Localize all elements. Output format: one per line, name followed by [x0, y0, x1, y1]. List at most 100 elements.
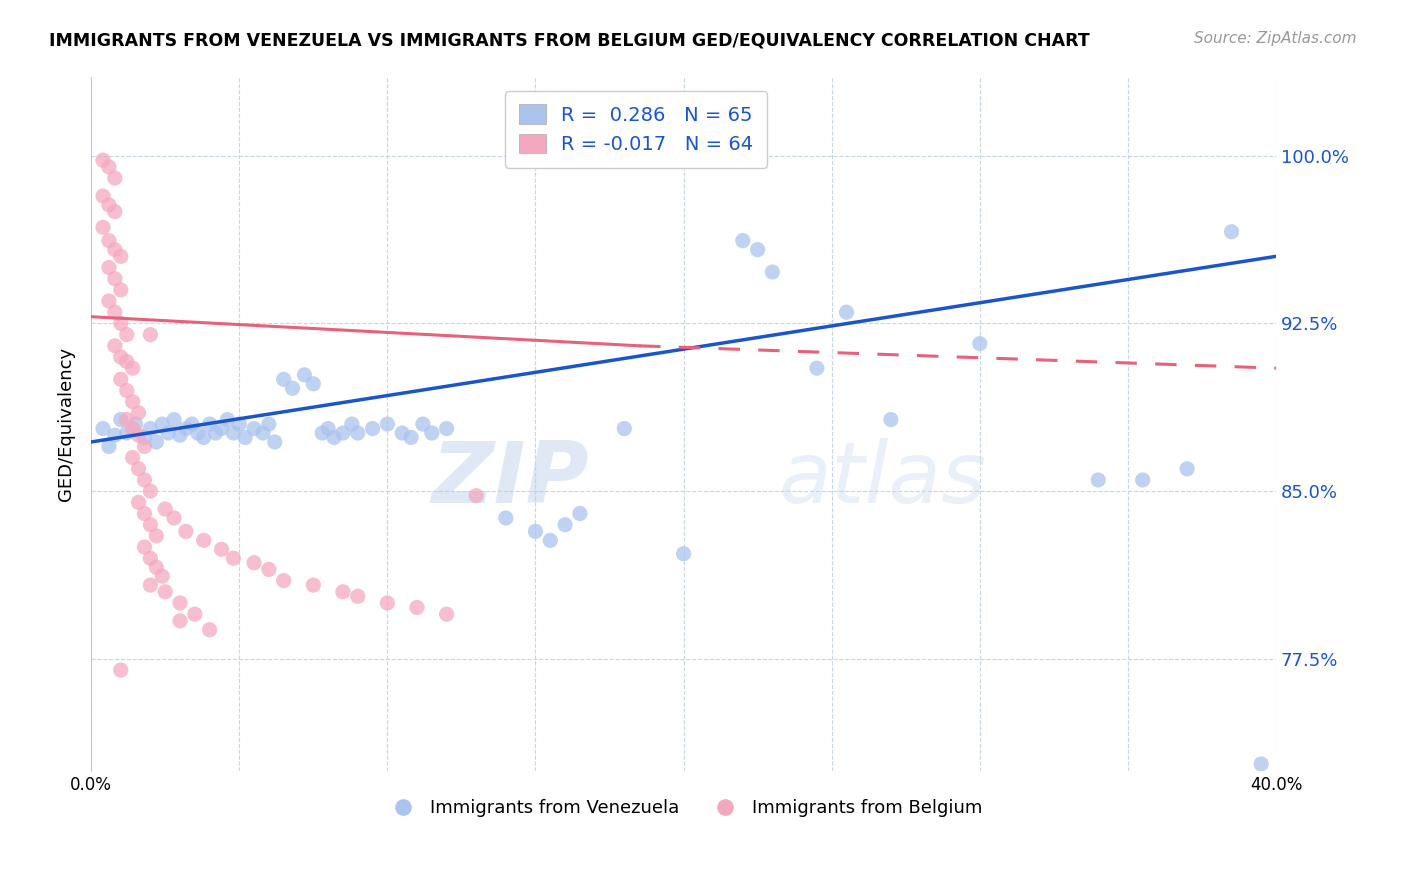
Point [302, 578, 325, 592]
Point [346, 589, 368, 603]
Point [311, 425, 333, 440]
Point [91, 189, 114, 203]
Point [835, 305, 858, 319]
Point [180, 417, 202, 431]
Point [115, 412, 138, 426]
Legend: Immigrants from Venezuela, Immigrants from Belgium: Immigrants from Venezuela, Immigrants fr… [378, 791, 990, 824]
Point [115, 354, 138, 368]
Point [323, 430, 346, 444]
Point [153, 502, 176, 516]
Point [281, 381, 304, 395]
Point [134, 507, 156, 521]
Point [302, 376, 325, 391]
Point [97, 160, 120, 174]
Point [169, 596, 191, 610]
Point [217, 412, 239, 426]
Point [110, 412, 132, 426]
Point [139, 484, 162, 499]
Text: IMMIGRANTS FROM VENEZUELA VS IMMIGRANTS FROM BELGIUM GED/EQUIVALENCY CORRELATION: IMMIGRANTS FROM VENEZUELA VS IMMIGRANTS … [49, 31, 1090, 49]
Point [115, 327, 138, 342]
Point [273, 372, 295, 386]
Point [184, 607, 207, 622]
Point [198, 623, 221, 637]
Point [139, 578, 162, 592]
Point [110, 317, 132, 331]
Point [145, 560, 167, 574]
Point [420, 425, 443, 440]
Point [538, 533, 561, 548]
Point [257, 562, 280, 576]
Point [163, 412, 186, 426]
Point [1175, 462, 1198, 476]
Point [233, 430, 256, 444]
Point [134, 430, 156, 444]
Point [672, 547, 695, 561]
Point [134, 439, 156, 453]
Point [332, 425, 354, 440]
Text: atlas: atlas [779, 438, 987, 521]
Point [198, 417, 221, 431]
Point [115, 425, 138, 440]
Point [554, 517, 576, 532]
Point [134, 473, 156, 487]
Point [139, 551, 162, 566]
Point [222, 551, 245, 566]
Point [228, 417, 250, 431]
Point [243, 421, 266, 435]
Point [211, 542, 233, 557]
Point [128, 462, 150, 476]
Point [128, 406, 150, 420]
Point [150, 417, 173, 431]
Point [110, 283, 132, 297]
Point [121, 450, 143, 465]
Point [377, 417, 399, 431]
Point [134, 540, 156, 554]
Point [187, 425, 209, 440]
Point [91, 220, 114, 235]
Y-axis label: GED/Equivalency: GED/Equivalency [58, 347, 75, 501]
Point [436, 421, 458, 435]
Point [97, 439, 120, 453]
Point [104, 339, 127, 353]
Point [377, 596, 399, 610]
Point [104, 204, 127, 219]
Point [110, 372, 132, 386]
Point [128, 428, 150, 442]
Point [257, 417, 280, 431]
Point [110, 663, 132, 677]
Point [747, 243, 769, 257]
Point [252, 425, 274, 440]
Point [204, 425, 226, 440]
Point [193, 533, 215, 548]
Point [104, 171, 127, 186]
Point [139, 327, 162, 342]
Point [495, 511, 517, 525]
Point [969, 336, 991, 351]
Point [806, 361, 828, 376]
Point [1087, 473, 1109, 487]
Point [150, 569, 173, 583]
Point [121, 421, 143, 435]
Point [104, 305, 127, 319]
Point [110, 249, 132, 263]
Point [169, 428, 191, 442]
Point [153, 584, 176, 599]
Point [412, 417, 434, 431]
Point [97, 198, 120, 212]
Point [465, 489, 488, 503]
Point [193, 430, 215, 444]
Text: Source: ZipAtlas.com: Source: ZipAtlas.com [1194, 31, 1357, 46]
Point [273, 574, 295, 588]
Point [361, 421, 384, 435]
Point [406, 600, 429, 615]
Point [222, 425, 245, 440]
Point [97, 234, 120, 248]
Point [104, 428, 127, 442]
Point [91, 153, 114, 168]
Point [568, 507, 591, 521]
Point [97, 294, 120, 309]
Point [104, 243, 127, 257]
Point [316, 421, 339, 435]
Point [211, 421, 233, 435]
Point [121, 361, 143, 376]
